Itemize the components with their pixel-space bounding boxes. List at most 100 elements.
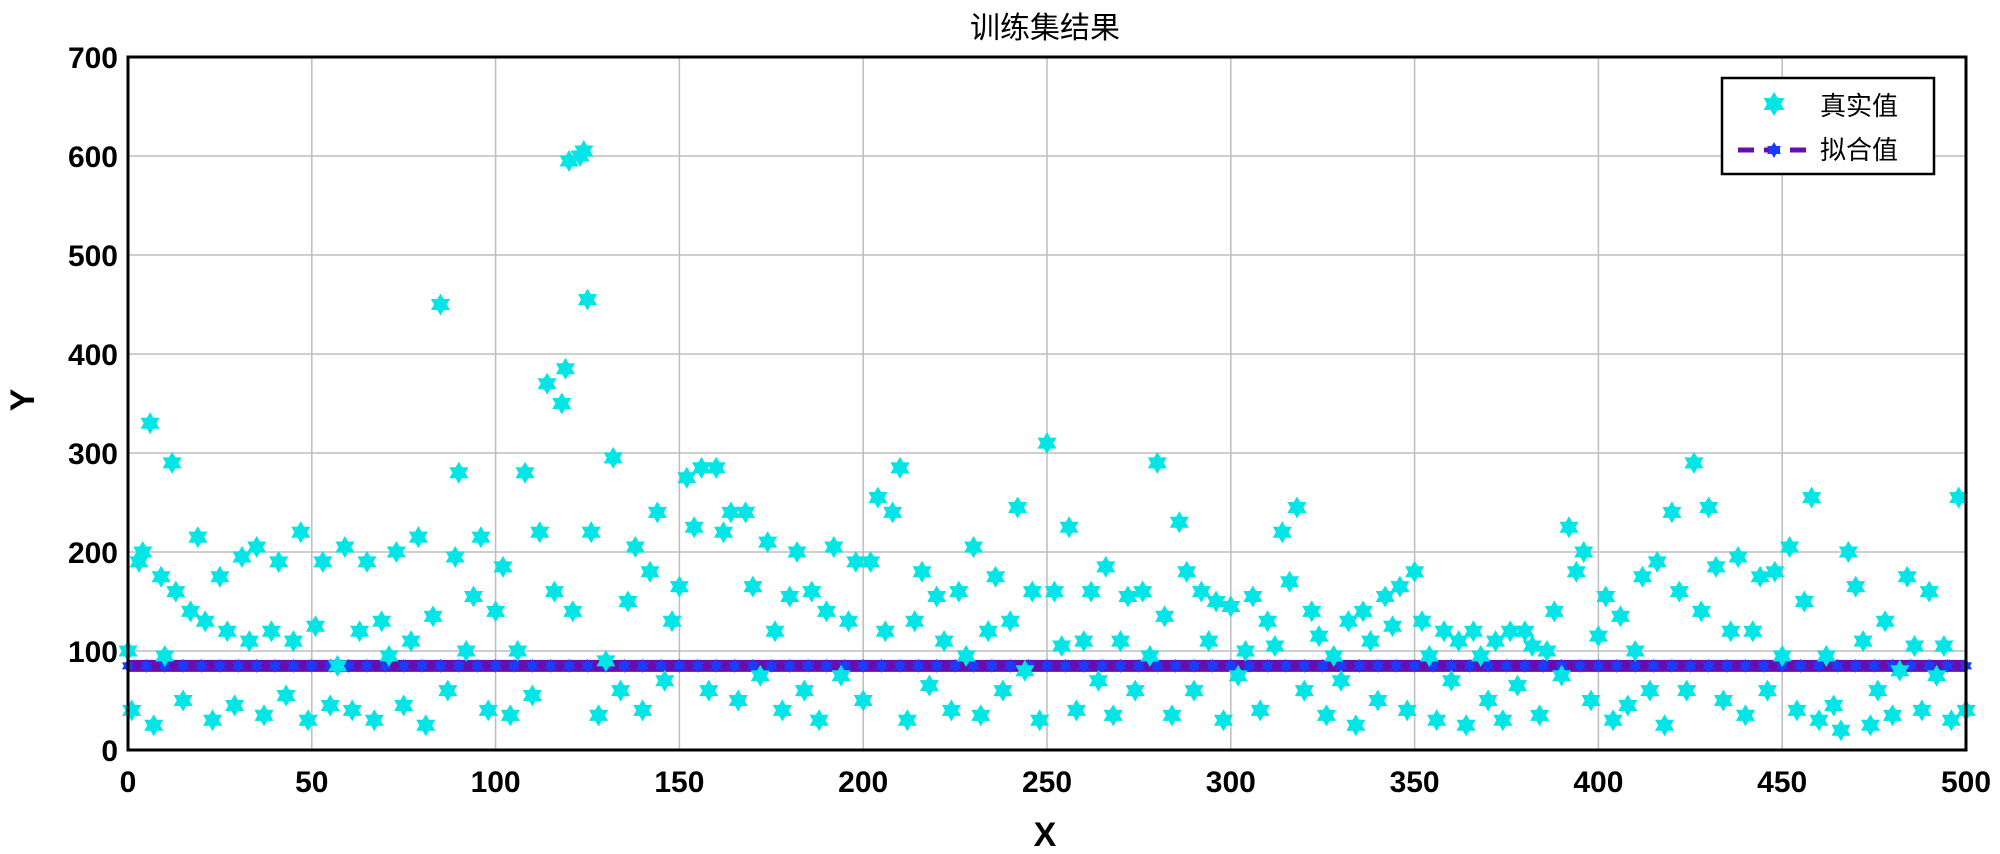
data-point xyxy=(1368,689,1388,712)
fitted-point xyxy=(1831,658,1844,673)
data-point xyxy=(1280,570,1300,593)
legend-label-fitted: 拟合值 xyxy=(1820,136,1898,166)
data-point xyxy=(618,590,638,613)
data-point xyxy=(1868,679,1888,702)
x-tick-labels: 0 50 100 150 200 250 300 350 400 450 500 xyxy=(120,766,1991,799)
data-point xyxy=(283,630,303,653)
data-point xyxy=(261,620,281,643)
legend: 真实值 拟合值 xyxy=(1720,76,1936,176)
data-point xyxy=(1809,709,1829,732)
data-point xyxy=(721,501,741,524)
fitted-point xyxy=(1371,658,1384,673)
data-point xyxy=(1684,451,1704,474)
data-point xyxy=(1015,659,1035,682)
data-point xyxy=(905,610,925,633)
data-point xyxy=(162,451,182,474)
fitted-point xyxy=(1518,658,1531,673)
data-point xyxy=(537,372,557,395)
fitted-point xyxy=(1739,658,1752,673)
data-point xyxy=(1383,615,1403,638)
data-point xyxy=(1485,630,1505,653)
data-point xyxy=(133,541,153,563)
data-point xyxy=(1890,659,1910,682)
data-point xyxy=(1838,541,1858,563)
data-point xyxy=(464,585,484,608)
fitted-point xyxy=(1500,658,1513,673)
data-point xyxy=(486,600,506,623)
data-point xyxy=(1258,610,1278,633)
data-point xyxy=(978,620,998,643)
data-point xyxy=(853,689,873,712)
data-point xyxy=(386,541,406,563)
fitted-point xyxy=(544,658,557,673)
data-point xyxy=(1662,501,1682,524)
data-point xyxy=(1699,496,1719,519)
data-point xyxy=(1522,635,1542,657)
data-point xyxy=(986,565,1006,588)
data-point xyxy=(1566,560,1586,583)
x-tick-label: 250 xyxy=(1022,766,1072,799)
x-tick-label: 500 xyxy=(1941,766,1991,799)
true-values-series xyxy=(118,140,1976,742)
data-point xyxy=(971,704,991,727)
data-point xyxy=(1544,600,1564,623)
data-point xyxy=(508,640,528,662)
fitted-point xyxy=(1151,658,1164,673)
data-point xyxy=(394,694,414,717)
data-point xyxy=(714,521,733,544)
fitted-point xyxy=(213,658,226,673)
y-axis-label: Y xyxy=(4,388,42,411)
legend-box xyxy=(1720,76,1936,176)
data-point xyxy=(669,575,689,598)
data-point xyxy=(247,536,267,558)
data-point xyxy=(1243,585,1263,608)
y-tick-label: 700 xyxy=(68,42,118,75)
data-point xyxy=(662,610,682,633)
legend-marker-true-values xyxy=(1763,92,1785,116)
fitted-point xyxy=(930,658,943,673)
data-point xyxy=(416,714,436,737)
data-point xyxy=(625,536,645,558)
fitted-point xyxy=(1849,658,1862,673)
data-point xyxy=(1412,610,1432,633)
data-point xyxy=(1493,709,1513,732)
data-point xyxy=(603,446,623,469)
fitted-point xyxy=(1261,658,1274,673)
data-point xyxy=(728,689,748,712)
data-point xyxy=(276,684,296,707)
data-point xyxy=(1640,679,1660,702)
data-point xyxy=(1802,486,1822,509)
y-tick-label: 400 xyxy=(68,339,118,372)
fitted-point xyxy=(1610,658,1623,673)
y-tick-label: 500 xyxy=(68,240,118,273)
data-point xyxy=(1787,699,1807,722)
data-point xyxy=(1302,600,1322,623)
data-point xyxy=(225,694,245,717)
fitted-point xyxy=(1279,658,1292,673)
data-point xyxy=(1537,640,1557,662)
y-tick-label: 600 xyxy=(68,141,118,174)
data-point xyxy=(1655,714,1675,737)
data-point xyxy=(1669,580,1689,603)
x-tick-label: 150 xyxy=(654,766,704,799)
data-point xyxy=(239,630,259,653)
data-point xyxy=(1081,580,1101,603)
data-point xyxy=(861,550,881,573)
fitted-point xyxy=(1353,658,1366,673)
fitted-point xyxy=(1188,658,1201,673)
data-point xyxy=(964,536,983,558)
data-point xyxy=(875,620,895,643)
data-point xyxy=(1338,610,1358,633)
data-point xyxy=(1375,585,1395,608)
data-point xyxy=(563,600,583,623)
data-point xyxy=(772,699,792,722)
data-point xyxy=(1463,620,1483,643)
data-point xyxy=(1250,699,1270,722)
fitted-point xyxy=(1482,658,1495,673)
fitted-point xyxy=(1390,658,1403,673)
data-point xyxy=(313,550,333,573)
legend-marker-fitted xyxy=(1767,142,1781,158)
data-point xyxy=(449,461,469,484)
data-point xyxy=(1265,635,1285,657)
